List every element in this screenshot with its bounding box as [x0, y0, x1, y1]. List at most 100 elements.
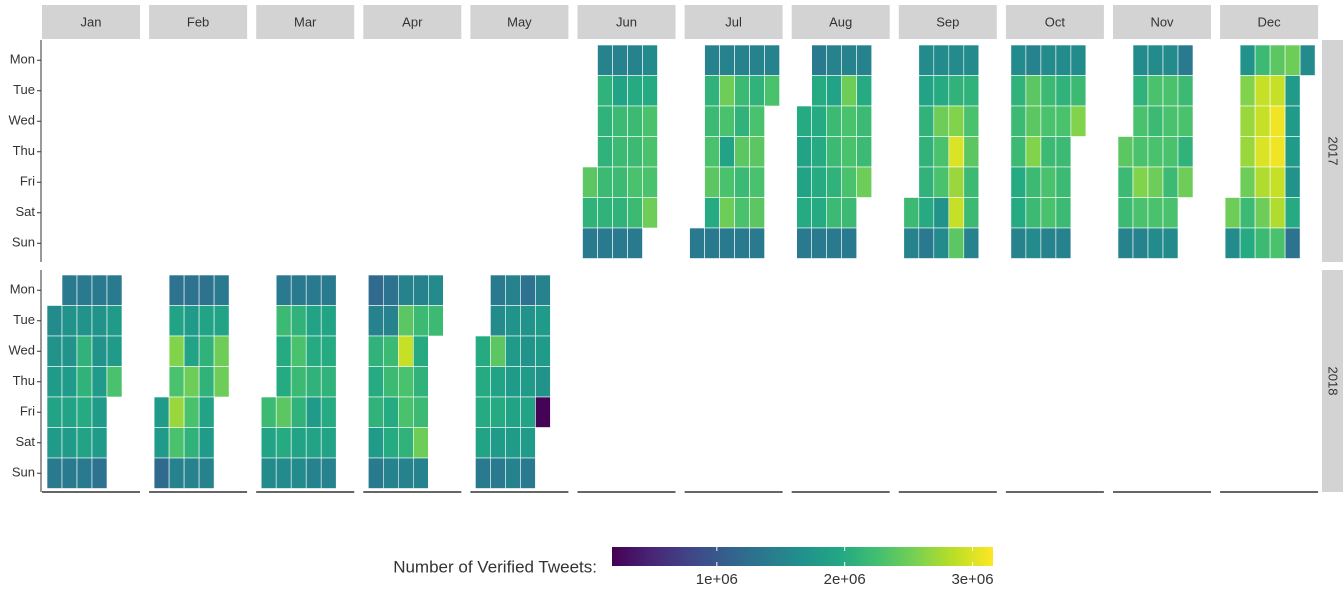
day-cell [1284, 44, 1301, 76]
weekday-label: Tue [13, 312, 35, 327]
day-cell [826, 166, 843, 198]
day-cell [46, 366, 63, 398]
day-cell [796, 136, 813, 168]
day-cell [61, 457, 78, 489]
day-cell [948, 197, 965, 229]
day-cell [1025, 75, 1042, 107]
day-cell [612, 197, 628, 229]
day-cell [1239, 136, 1256, 168]
day-cell [597, 105, 613, 137]
day-cell [1162, 227, 1179, 259]
day-cell [963, 75, 980, 107]
day-cell [168, 305, 185, 337]
day-cell [260, 396, 277, 428]
day-cell [46, 335, 63, 367]
day-cell [320, 396, 337, 428]
day-cell [520, 335, 536, 367]
day-cell [1254, 44, 1271, 76]
day-cell [106, 274, 123, 306]
day-cell [305, 427, 322, 459]
day-cell [597, 75, 613, 107]
day-cell [841, 227, 858, 259]
day-cell [1040, 197, 1057, 229]
day-cell [535, 335, 551, 367]
day-cell [642, 136, 658, 168]
day-cell [168, 335, 185, 367]
day-cell [1132, 44, 1149, 76]
day-cell [1055, 227, 1072, 259]
day-cell [582, 166, 598, 198]
day-cell [397, 427, 414, 459]
colorbar-tick-label: 2e+06 [824, 571, 866, 588]
day-cell [1162, 136, 1179, 168]
day-cell [1132, 105, 1149, 137]
day-cell [841, 44, 858, 76]
day-cell [198, 305, 215, 337]
day-cell [811, 227, 828, 259]
day-cell [948, 105, 965, 137]
day-cell [1239, 75, 1256, 107]
day-cell [948, 166, 965, 198]
day-cell [1254, 136, 1271, 168]
day-cell [811, 75, 828, 107]
day-cell [1025, 136, 1042, 168]
day-cell [367, 457, 384, 489]
day-cell [826, 227, 843, 259]
day-cell [734, 44, 750, 76]
month-strip [577, 5, 676, 39]
day-cell [61, 305, 78, 337]
day-cell [1132, 166, 1149, 198]
weekday-label: Wed [9, 113, 36, 128]
day-cell [1147, 166, 1164, 198]
day-cell [382, 396, 399, 428]
day-cell [91, 366, 108, 398]
day-cell [918, 105, 935, 137]
day-cell [76, 335, 93, 367]
day-cell [933, 44, 950, 76]
day-cell [91, 305, 108, 337]
month-label: Aug [829, 14, 852, 29]
day-cell [963, 166, 980, 198]
day-cell [168, 274, 185, 306]
day-cell [397, 396, 414, 428]
day-cell [1055, 75, 1072, 107]
year-label: 2017 [1326, 137, 1341, 166]
day-cell [183, 335, 200, 367]
month-label: Feb [187, 14, 209, 29]
day-cell [719, 166, 735, 198]
day-cell [642, 166, 658, 198]
month-strip [898, 5, 997, 39]
day-cell [1132, 75, 1149, 107]
day-cell [397, 366, 414, 398]
day-cell [1025, 227, 1042, 259]
day-cell [1147, 44, 1164, 76]
day-cell [1224, 197, 1241, 229]
month-label: Apr [402, 14, 423, 29]
day-cell [320, 427, 337, 459]
day-cell [841, 197, 858, 229]
day-cell [841, 105, 858, 137]
day-cell [612, 44, 628, 76]
day-cell [1162, 75, 1179, 107]
day-cell [1055, 44, 1072, 76]
day-cell [689, 227, 705, 259]
day-cell [811, 105, 828, 137]
day-cell [1162, 105, 1179, 137]
day-cell [1254, 105, 1271, 137]
day-cell [61, 366, 78, 398]
day-cell [856, 75, 873, 107]
day-cell [397, 305, 414, 337]
day-cell [1055, 105, 1072, 137]
day-cell [153, 396, 170, 428]
day-cell [597, 197, 613, 229]
day-cell [826, 136, 843, 168]
day-cell [183, 305, 200, 337]
day-cell [719, 105, 735, 137]
day-cell [198, 396, 215, 428]
day-cell [198, 457, 215, 489]
day-cell [918, 75, 935, 107]
day-cell [1147, 197, 1164, 229]
colorbar [612, 547, 993, 566]
day-cell [1040, 136, 1057, 168]
day-cell [168, 427, 185, 459]
